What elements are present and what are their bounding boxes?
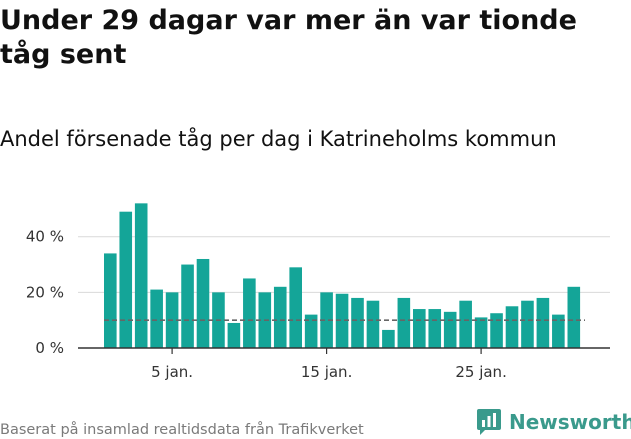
x-tick-label: 25 jan. [455,363,507,381]
bar [104,253,117,348]
bars [104,203,581,348]
brand-logo: Newsworthy [476,408,631,436]
bar [320,292,333,348]
newsworthy-logo-icon [477,409,501,435]
bar [413,309,426,348]
bar [536,297,550,348]
bar [304,314,318,348]
bar [196,258,210,348]
y-tick-label: 20 % [26,283,64,301]
bar [552,314,565,348]
bar [119,211,133,348]
bar [474,317,488,348]
bar [273,286,287,348]
bar [335,293,349,348]
bar [567,286,581,348]
x-tick-label: 15 jan. [301,363,353,381]
x-tick-label: 5 jan. [151,363,193,381]
bar [443,311,457,348]
bar [505,306,519,348]
bar [366,300,380,348]
bar [459,300,472,348]
brand-name: Newsworthy [509,410,631,434]
axes [78,347,610,354]
grid-lines [78,236,610,293]
bar [181,264,194,348]
bar [150,289,163,348]
source-footer: Baserat på insamlad realtidsdata från Tr… [0,422,364,438]
bar [382,329,395,348]
bar-chart: 0 % 20 % 40 % 5 jan. 15 jan. 25 jan. [26,203,610,381]
bar [227,322,241,348]
tick-labels: 0 % 20 % 40 % 5 jan. 15 jan. 25 jan. [26,228,507,381]
bar [134,203,148,348]
bar [289,267,302,348]
chart-title: Under 29 dagar var mer än var tionde tåg… [0,5,577,70]
bar [521,300,534,348]
bar [243,278,256,348]
bar [428,309,442,348]
bar [351,297,364,348]
bar [490,313,503,348]
bar [397,297,411,348]
y-tick-label: 40 % [26,228,64,246]
y-tick-label: 0 % [35,339,64,357]
chart-subtitle: Andel försenade tåg per dag i Katrinehol… [0,127,557,151]
